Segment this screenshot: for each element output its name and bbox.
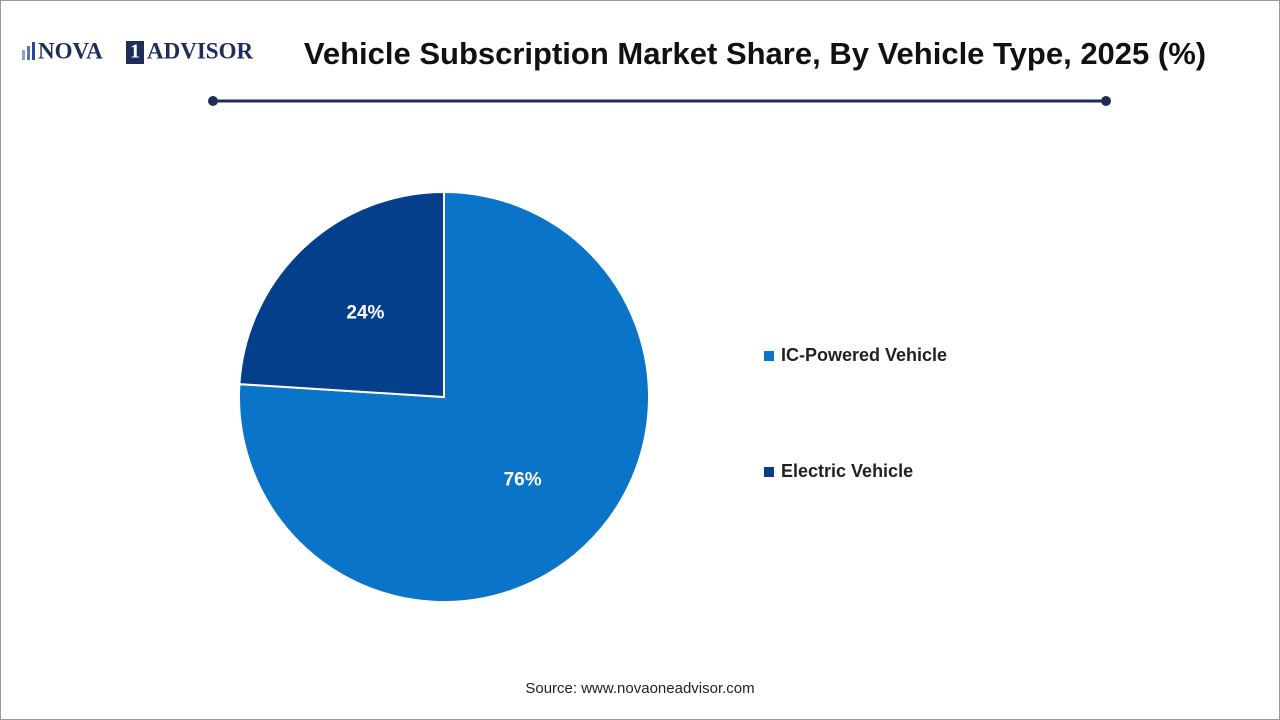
logo-bar bbox=[27, 46, 30, 60]
data-label: 76% bbox=[504, 470, 542, 491]
legend-swatch bbox=[764, 467, 774, 477]
rule-dot bbox=[1101, 96, 1111, 106]
data-label: 24% bbox=[346, 302, 384, 323]
logo-text: ADVISOR bbox=[147, 38, 253, 63]
logo-bar bbox=[32, 42, 35, 60]
logo-mark: 1 bbox=[130, 41, 140, 63]
source: Source: www.novaoneadvisor.com bbox=[525, 680, 754, 697]
logo-bar bbox=[22, 50, 25, 60]
logo-box bbox=[126, 41, 144, 64]
chart-title: Vehicle Subscription Market Share, By Ve… bbox=[304, 36, 1206, 71]
pie-slice bbox=[238, 190, 445, 399]
pie-slice bbox=[238, 190, 650, 603]
logo: NOVA 1 ADVISOR bbox=[22, 38, 253, 64]
legend-swatch bbox=[764, 351, 774, 361]
legend-label: IC-Powered Vehicle bbox=[781, 345, 947, 365]
legend-label: Electric Vehicle bbox=[781, 461, 913, 481]
logo-text: NOVA bbox=[38, 38, 103, 63]
rule-dot bbox=[208, 96, 218, 106]
